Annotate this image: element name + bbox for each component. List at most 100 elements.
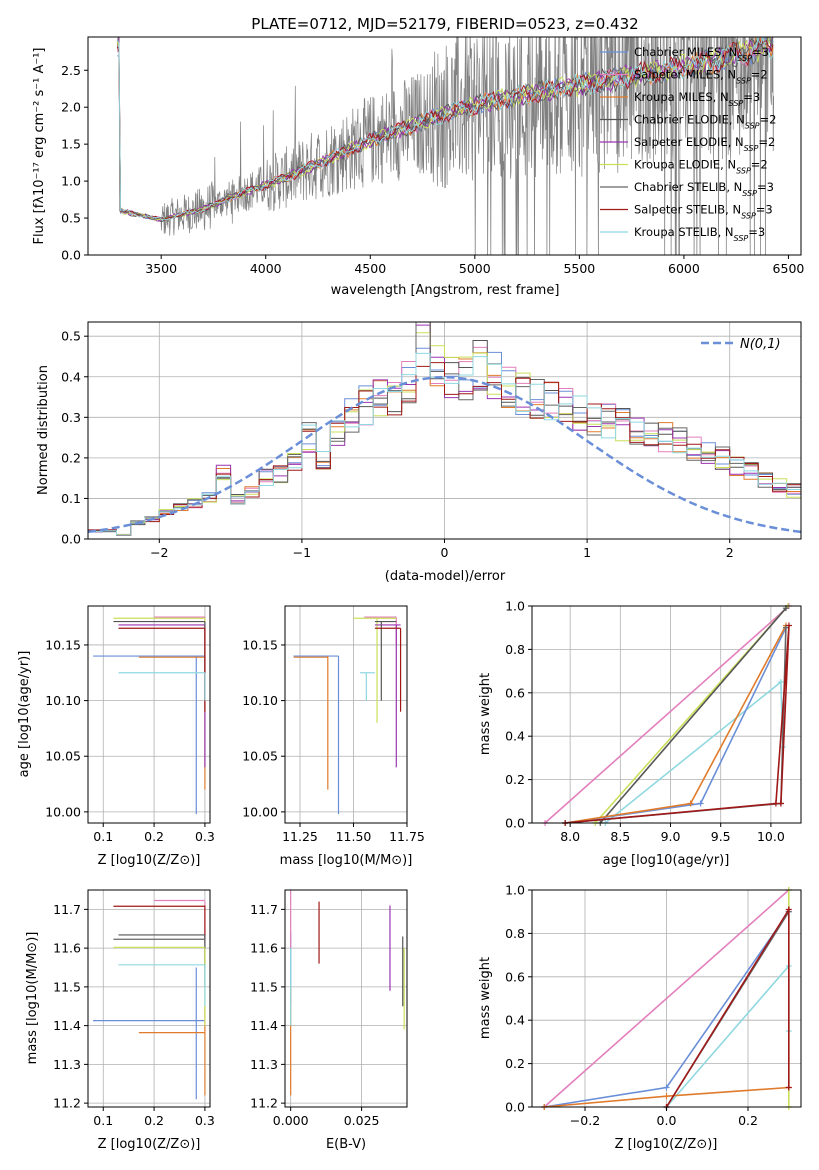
weight-age-cumulative-chabrier_stelib: [565, 627, 787, 824]
spectrum-xlabel: wavelength [Angstrom, rest frame]: [331, 283, 560, 298]
mass-z-xtick-label: 0.3: [195, 1113, 215, 1128]
weight-age-axes-frame: [531, 605, 802, 824]
weight-z-xtick-label: −0.2: [570, 1113, 600, 1128]
age-z-axes-frame: [87, 605, 211, 824]
spectrum-title: PLATE=0712, MJD=52179, FIBERID=0523, z=0…: [251, 15, 638, 33]
mass-z-ylabel: mass [log10(M/M⊙)]: [25, 932, 40, 1065]
weight-age-marker-chabrier_miles: [697, 800, 704, 807]
histogram-ylabel: Normed distribution: [36, 365, 51, 495]
spectrum-ytick-label: 2.0: [61, 100, 81, 115]
mass-z-ytick-label: 11.5: [53, 979, 81, 994]
weight-age-cumulative-salpeter_stelib: [565, 625, 790, 824]
spectrum-xtick-label: 5000: [459, 261, 491, 276]
weight-z-ytick-label: 0.4: [505, 1013, 525, 1028]
histogram-xlabel: (data-model)/error: [385, 569, 506, 584]
histogram-ytick-label: 0.4: [61, 369, 81, 384]
legend-label-salpeter_miles: Salpeter MILES, NSSP=2: [634, 68, 768, 86]
mass-z-ytick-label: 11.4: [53, 1018, 81, 1033]
spectrum-axes-frame: [87, 36, 802, 256]
weight-z-marker-chabrier_miles: [663, 1084, 670, 1091]
histogram-xtick-label: −2: [150, 545, 168, 560]
histogram-ytick-label: 0.1: [61, 491, 81, 506]
weight-age-xtick-label: 10.0: [757, 829, 785, 844]
residual-histogram-panel: −2 −1 0 1 2 0.0 0.1 0.2 0.3 0.4 0.5 (data-model)/e…: [36, 321, 802, 584]
weight-z-marker-salpeter_stelib: [785, 1084, 792, 1091]
legend-label-chabrier_stelib: Chabrier STELIB, NSSP=3: [634, 180, 774, 198]
weight-age-xtick-label: 8.0: [560, 829, 580, 844]
mass-vs-metallicity-panel: 0.1 0.2 0.3 11.2 11.3 11.4 11.5 11.6 11.7 Z [log…: [25, 889, 215, 1152]
legend-label-salpeter_elodie: Salpeter ELODIE, NSSP=2: [634, 135, 775, 153]
weight-z-ytick-label: 0.8: [505, 926, 525, 941]
weight-age-marker-salpeter_stelib: [772, 800, 779, 807]
mass-ebv-xtick-label: 0.025: [344, 1113, 380, 1128]
mass-ebv-ytick-label: 11.6: [250, 941, 278, 956]
mass-z-ytick-label: 11.2: [53, 1096, 81, 1111]
mass-ebv-xtick-label: 0.000: [273, 1113, 309, 1128]
mass-ebv-ytick-label: 11.7: [250, 902, 278, 917]
histogram-ytick-label: 0.0: [61, 532, 81, 547]
age-z-xtick-label: 0.3: [195, 829, 215, 844]
spectrum-ytick-label: 2.5: [61, 63, 81, 78]
age-z-ytick-label: 10.05: [45, 749, 81, 764]
age-z-xtick-label: 0.1: [93, 829, 113, 844]
weight-age-ytick-label: 0.8: [505, 642, 525, 657]
spectrum-xtick-label: 6500: [773, 261, 805, 276]
model-spectrum-kroupa_stelib: [116, 37, 774, 222]
weight-age-ylabel: mass weight: [478, 673, 493, 755]
weight-z-ytick-label: 0.6: [505, 969, 525, 984]
weight-z-marker-kroupa_miles: [663, 1093, 670, 1100]
weight-z-ytick-label: 1.0: [505, 883, 525, 898]
age-mass-ytick-label: 10.10: [242, 693, 278, 708]
spectrum-ytick-label: 0.0: [61, 248, 81, 263]
legend-label-chabrier_elodie: Chabrier ELODIE, NSSP=2: [634, 113, 776, 131]
weight-age-xtick-label: 9.5: [711, 829, 731, 844]
spectrum-ytick-label: 1.5: [61, 137, 81, 152]
legend-label-salpeter_stelib: Salpeter STELIB, NSSP=3: [634, 203, 773, 221]
age-mass-ytick-label: 10.00: [242, 804, 278, 819]
weight-vs-age-panel: 8.0 8.5 9.0 9.5 10.0 0.0 0.2 0.4 0.6 0.8 1.0 age […: [478, 599, 802, 868]
weight-age-ytick-label: 1.0: [505, 599, 525, 614]
spectrum-xtick-label: 4500: [354, 261, 386, 276]
mass-z-ytick-label: 11.3: [53, 1057, 81, 1072]
mass-z-ytick-label: 11.7: [53, 902, 81, 917]
weight-age-cumulative-kroupa_stelib: [604, 680, 784, 824]
spectrum-xtick-label: 4000: [250, 261, 282, 276]
age-vs-mass-panel: 11.25 11.50 11.75 10.00 10.05 10.10 10.15 mass…: [242, 605, 425, 868]
weight-age-cumulative-chabrier_elodie: [599, 607, 787, 824]
age-z-ylabel: age [log10(age/yr)]: [17, 651, 32, 778]
spectrum-legend: Chabrier MILES, NSSP=3 Salpeter MILES, NS…: [600, 45, 776, 243]
weight-age-ytick-label: 0.6: [505, 685, 525, 700]
histogram-xtick-label: −1: [293, 545, 311, 560]
mass-z-xlabel: Z [log10(Z/Z⊙)]: [98, 1137, 201, 1152]
weight-age-xlabel: age [log10(age/yr)]: [603, 853, 730, 868]
observed-spectrum-line: [116, 37, 775, 255]
mass-ebv-axes-frame: [284, 889, 408, 1108]
age-mass-xtick-label: 11.75: [389, 829, 425, 844]
mass-ebv-ytick-label: 11.5: [250, 979, 278, 994]
age-vs-metallicity-panel: 0.1 0.2 0.3 10.00 10.05 10.10 10.15 Z [log10(Z…: [17, 605, 215, 868]
mass-vs-ebv-panel: 0.000 0.025 11.2 11.3 11.4 11.5 11.6 11.7 E(B-V…: [250, 889, 408, 1152]
weight-z-xlabel: Z [log10(Z/Z⊙)]: [615, 1137, 718, 1152]
weight-z-cumulative-salpeter_stelib: [665, 906, 790, 1108]
weight-age-ytick-label: 0.4: [505, 729, 525, 744]
weight-z-cumulative-kroupa_stelib: [665, 963, 790, 1108]
spectrum-xtick-label: 3500: [145, 261, 177, 276]
weight-age-cumulative-kroupa_miles: [564, 625, 787, 824]
age-mass-ytick-label: 10.05: [242, 749, 278, 764]
weight-age-xtick-label: 9.0: [661, 829, 681, 844]
weight-age-cumulative-chabrier_miles: [564, 627, 787, 824]
age-mass-xlabel: mass [log10(M/M⊙)]: [280, 853, 413, 868]
mass-ebv-ytick-label: 11.4: [250, 1018, 278, 1033]
mass-ebv-ytick-label: 11.3: [250, 1057, 278, 1072]
age-mass-xtick-label: 11.25: [282, 829, 318, 844]
weight-age-marker-salpeter_stelib: [785, 622, 792, 629]
spectrum-xtick-label: 6000: [668, 261, 700, 276]
gauss-legend-label: N(0,1): [740, 337, 781, 352]
histogram-ytick-label: 0.5: [61, 329, 81, 344]
histogram-ytick-label: 0.2: [61, 450, 81, 465]
weight-age-marker-kroupa_stelib: [777, 678, 784, 685]
residual-hist-chabrier_miles: [88, 347, 801, 535]
weight-z-ytick-label: 0.0: [505, 1100, 525, 1115]
age-mass-xtick-label: 11.50: [336, 829, 372, 844]
